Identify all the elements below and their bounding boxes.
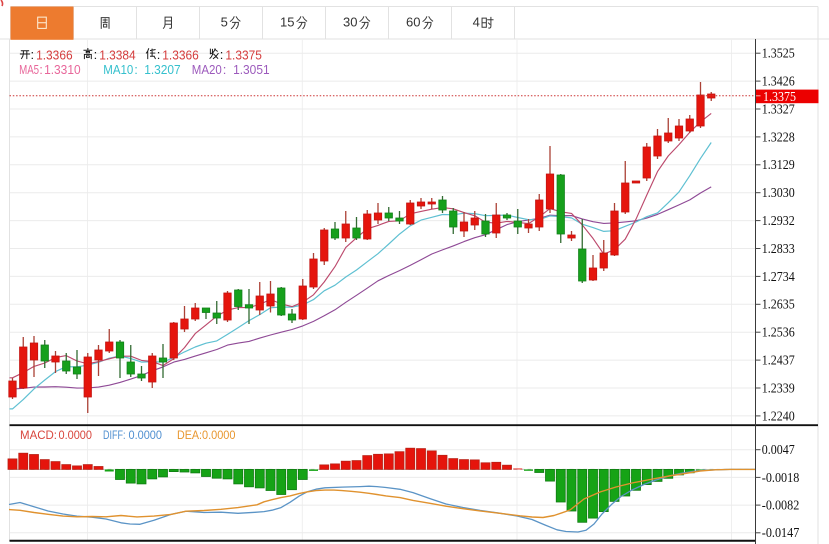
- svg-text:1.2339: 1.2339: [762, 380, 795, 395]
- svg-text::: :: [134, 62, 138, 77]
- svg-text:0.0000: 0.0000: [202, 430, 236, 442]
- svg-text:1.2833: 1.2833: [762, 241, 795, 256]
- svg-text:5: 5: [221, 15, 228, 30]
- svg-text:4: 4: [473, 15, 480, 30]
- svg-text:1.2932: 1.2932: [762, 213, 795, 228]
- svg-text:-0.0147: -0.0147: [762, 525, 800, 540]
- svg-text:-0.0082: -0.0082: [762, 498, 800, 513]
- svg-text:1.3375: 1.3375: [225, 48, 262, 63]
- svg-text:1.3426: 1.3426: [762, 74, 795, 89]
- svg-text:1.3366: 1.3366: [36, 48, 73, 63]
- svg-text:1.3525: 1.3525: [762, 46, 795, 61]
- svg-text::: :: [31, 47, 35, 62]
- svg-text:1.3129: 1.3129: [762, 157, 795, 172]
- svg-text:0.0047: 0.0047: [762, 442, 795, 457]
- svg-text:1.3384: 1.3384: [99, 48, 136, 63]
- svg-text::: :: [39, 62, 43, 77]
- svg-text:-0.0018: -0.0018: [762, 470, 800, 485]
- svg-text::: :: [223, 62, 227, 77]
- svg-text:MA5: MA5: [19, 62, 39, 77]
- svg-text:MACD:: MACD:: [20, 430, 57, 442]
- svg-text:1.3030: 1.3030: [762, 185, 795, 200]
- svg-text:60: 60: [406, 15, 420, 30]
- svg-text::: :: [220, 47, 224, 62]
- svg-text:1.3310: 1.3310: [44, 62, 81, 77]
- svg-text:30: 30: [343, 15, 357, 30]
- svg-text:1.3366: 1.3366: [162, 48, 199, 63]
- svg-text:1.2240: 1.2240: [762, 408, 795, 423]
- svg-text:15: 15: [280, 15, 294, 30]
- svg-text:DIFF:: DIFF:: [103, 430, 126, 442]
- svg-text:1.2734: 1.2734: [762, 269, 795, 284]
- svg-text:MA10: MA10: [103, 62, 133, 77]
- svg-text:MA20: MA20: [192, 62, 222, 77]
- svg-text:1.2635: 1.2635: [762, 297, 795, 312]
- svg-text:1.3327: 1.3327: [762, 101, 795, 116]
- svg-text::: :: [94, 47, 98, 62]
- svg-text:1.3051: 1.3051: [233, 62, 270, 77]
- svg-text:1.3228: 1.3228: [762, 129, 795, 144]
- svg-text:1.3207: 1.3207: [144, 62, 181, 77]
- svg-text:1.2536: 1.2536: [762, 325, 795, 340]
- svg-text:DEA:: DEA:: [177, 430, 202, 442]
- svg-text:1.3375: 1.3375: [763, 89, 796, 104]
- svg-text:1.2437: 1.2437: [762, 353, 795, 368]
- svg-text:0.0000: 0.0000: [129, 430, 163, 442]
- svg-text::: :: [157, 47, 161, 62]
- svg-text:0.0000: 0.0000: [59, 430, 93, 442]
